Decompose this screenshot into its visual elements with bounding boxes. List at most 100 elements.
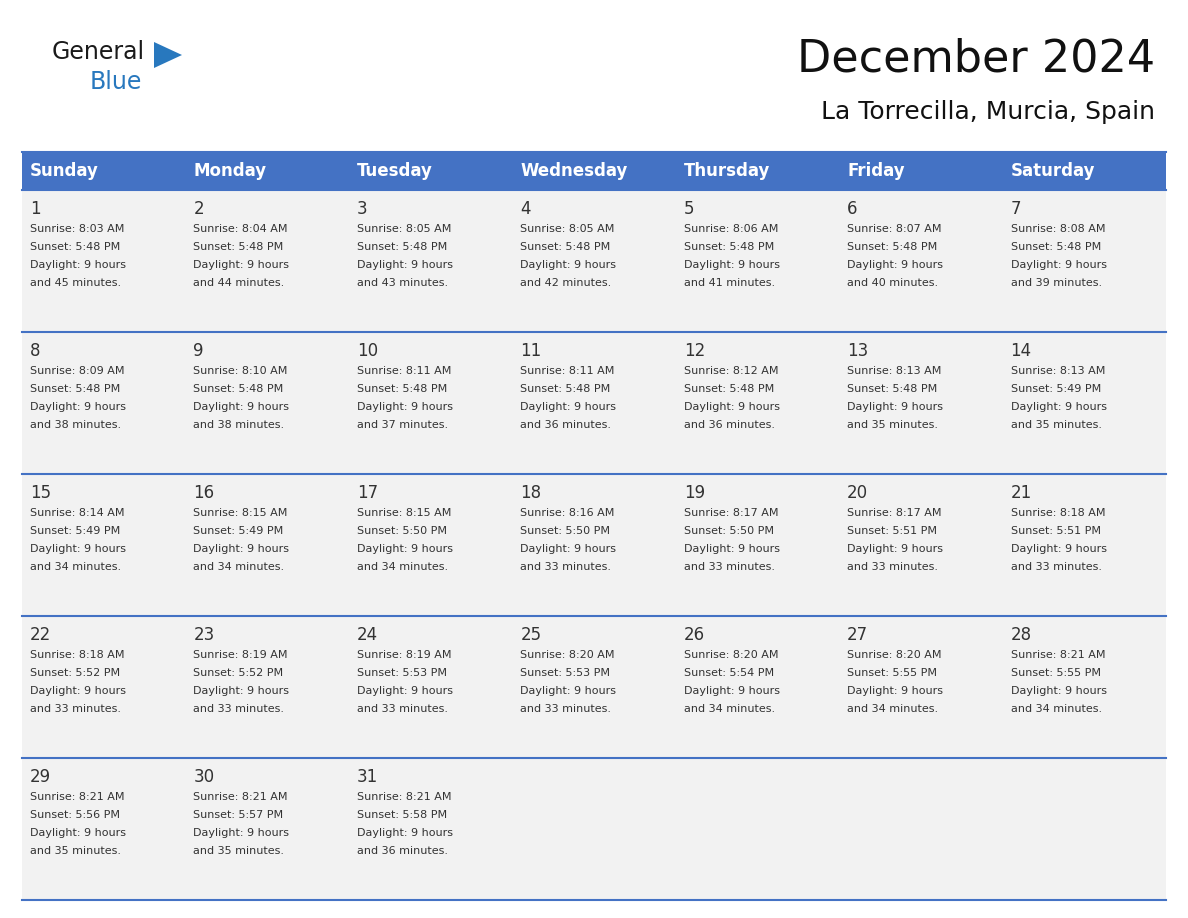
Text: 16: 16	[194, 484, 215, 502]
Text: Sunset: 5:48 PM: Sunset: 5:48 PM	[194, 242, 284, 252]
Text: Sunset: 5:52 PM: Sunset: 5:52 PM	[30, 668, 120, 678]
Text: Daylight: 9 hours: Daylight: 9 hours	[356, 828, 453, 838]
Text: and 34 minutes.: and 34 minutes.	[1011, 704, 1101, 714]
Text: Daylight: 9 hours: Daylight: 9 hours	[194, 260, 290, 270]
Text: Daylight: 9 hours: Daylight: 9 hours	[1011, 402, 1106, 412]
Text: 22: 22	[30, 626, 51, 644]
Text: Friday: Friday	[847, 162, 905, 180]
Text: 2: 2	[194, 200, 204, 218]
Text: and 33 minutes.: and 33 minutes.	[1011, 562, 1101, 572]
Text: and 33 minutes.: and 33 minutes.	[30, 704, 121, 714]
Text: and 34 minutes.: and 34 minutes.	[356, 562, 448, 572]
Text: 23: 23	[194, 626, 215, 644]
Text: Sunrise: 8:21 AM: Sunrise: 8:21 AM	[356, 792, 451, 802]
Text: 14: 14	[1011, 342, 1031, 360]
Text: Sunrise: 8:21 AM: Sunrise: 8:21 AM	[194, 792, 287, 802]
Text: 5: 5	[684, 200, 694, 218]
Text: and 33 minutes.: and 33 minutes.	[520, 562, 612, 572]
Text: Daylight: 9 hours: Daylight: 9 hours	[684, 260, 779, 270]
Text: Sunrise: 8:12 AM: Sunrise: 8:12 AM	[684, 366, 778, 376]
Text: and 42 minutes.: and 42 minutes.	[520, 278, 612, 288]
Text: Sunset: 5:49 PM: Sunset: 5:49 PM	[30, 526, 120, 536]
Text: General: General	[52, 40, 145, 64]
Text: 7: 7	[1011, 200, 1020, 218]
Text: Sunrise: 8:05 AM: Sunrise: 8:05 AM	[356, 224, 451, 234]
Text: 31: 31	[356, 768, 378, 786]
Text: Daylight: 9 hours: Daylight: 9 hours	[520, 544, 617, 554]
Bar	[676, 152, 839, 190]
Text: and 43 minutes.: and 43 minutes.	[356, 278, 448, 288]
Text: and 45 minutes.: and 45 minutes.	[30, 278, 121, 288]
Text: 25: 25	[520, 626, 542, 644]
Text: Daylight: 9 hours: Daylight: 9 hours	[847, 544, 943, 554]
Text: Daylight: 9 hours: Daylight: 9 hours	[194, 402, 290, 412]
Text: and 41 minutes.: and 41 minutes.	[684, 278, 775, 288]
Text: Sunrise: 8:16 AM: Sunrise: 8:16 AM	[520, 508, 614, 518]
Text: Sunrise: 8:20 AM: Sunrise: 8:20 AM	[684, 650, 778, 660]
Bar	[23, 332, 1165, 474]
Text: December 2024: December 2024	[797, 38, 1155, 81]
Bar	[23, 474, 1165, 616]
Text: Sunset: 5:49 PM: Sunset: 5:49 PM	[194, 526, 284, 536]
Text: Sunrise: 8:09 AM: Sunrise: 8:09 AM	[30, 366, 125, 376]
Text: Sunset: 5:48 PM: Sunset: 5:48 PM	[684, 384, 773, 394]
Text: 10: 10	[356, 342, 378, 360]
Text: 12: 12	[684, 342, 704, 360]
Text: Daylight: 9 hours: Daylight: 9 hours	[356, 544, 453, 554]
Text: and 40 minutes.: and 40 minutes.	[847, 278, 939, 288]
Text: and 33 minutes.: and 33 minutes.	[194, 704, 284, 714]
Text: Daylight: 9 hours: Daylight: 9 hours	[30, 544, 126, 554]
Text: Tuesday: Tuesday	[356, 162, 432, 180]
Text: 30: 30	[194, 768, 215, 786]
Text: Sunset: 5:51 PM: Sunset: 5:51 PM	[847, 526, 937, 536]
Polygon shape	[154, 42, 182, 68]
Text: and 37 minutes.: and 37 minutes.	[356, 420, 448, 430]
Text: 24: 24	[356, 626, 378, 644]
Text: Sunrise: 8:03 AM: Sunrise: 8:03 AM	[30, 224, 125, 234]
Text: Sunset: 5:53 PM: Sunset: 5:53 PM	[520, 668, 611, 678]
Text: Sunrise: 8:11 AM: Sunrise: 8:11 AM	[356, 366, 451, 376]
Bar	[185, 152, 349, 190]
Text: and 35 minutes.: and 35 minutes.	[30, 846, 121, 856]
Bar	[23, 152, 185, 190]
Text: and 34 minutes.: and 34 minutes.	[30, 562, 121, 572]
Text: Sunrise: 8:21 AM: Sunrise: 8:21 AM	[30, 792, 125, 802]
Text: 29: 29	[30, 768, 51, 786]
Text: Sunset: 5:48 PM: Sunset: 5:48 PM	[30, 242, 120, 252]
Text: 4: 4	[520, 200, 531, 218]
Text: Daylight: 9 hours: Daylight: 9 hours	[194, 828, 290, 838]
Text: 9: 9	[194, 342, 204, 360]
Bar	[1003, 152, 1165, 190]
Text: Sunrise: 8:06 AM: Sunrise: 8:06 AM	[684, 224, 778, 234]
Text: Sunset: 5:49 PM: Sunset: 5:49 PM	[1011, 384, 1101, 394]
Text: and 33 minutes.: and 33 minutes.	[847, 562, 939, 572]
Text: Sunset: 5:48 PM: Sunset: 5:48 PM	[847, 384, 937, 394]
Text: and 38 minutes.: and 38 minutes.	[194, 420, 285, 430]
Bar	[23, 616, 1165, 758]
Text: 28: 28	[1011, 626, 1031, 644]
Text: Daylight: 9 hours: Daylight: 9 hours	[520, 260, 617, 270]
Text: Sunset: 5:48 PM: Sunset: 5:48 PM	[356, 384, 447, 394]
Text: Daylight: 9 hours: Daylight: 9 hours	[520, 686, 617, 696]
Text: Sunrise: 8:13 AM: Sunrise: 8:13 AM	[1011, 366, 1105, 376]
Text: 13: 13	[847, 342, 868, 360]
Text: Sunset: 5:48 PM: Sunset: 5:48 PM	[1011, 242, 1101, 252]
Text: Daylight: 9 hours: Daylight: 9 hours	[684, 402, 779, 412]
Text: Sunset: 5:48 PM: Sunset: 5:48 PM	[30, 384, 120, 394]
Text: Sunrise: 8:05 AM: Sunrise: 8:05 AM	[520, 224, 614, 234]
Text: 1: 1	[30, 200, 40, 218]
Text: and 44 minutes.: and 44 minutes.	[194, 278, 285, 288]
Text: Daylight: 9 hours: Daylight: 9 hours	[684, 686, 779, 696]
Text: Daylight: 9 hours: Daylight: 9 hours	[1011, 686, 1106, 696]
Text: and 34 minutes.: and 34 minutes.	[684, 704, 775, 714]
Text: Daylight: 9 hours: Daylight: 9 hours	[194, 686, 290, 696]
Text: Daylight: 9 hours: Daylight: 9 hours	[30, 260, 126, 270]
Text: Monday: Monday	[194, 162, 266, 180]
Text: Sunrise: 8:17 AM: Sunrise: 8:17 AM	[847, 508, 942, 518]
Text: Sunset: 5:54 PM: Sunset: 5:54 PM	[684, 668, 773, 678]
Text: Sunset: 5:48 PM: Sunset: 5:48 PM	[356, 242, 447, 252]
Text: Daylight: 9 hours: Daylight: 9 hours	[194, 544, 290, 554]
Text: Sunset: 5:48 PM: Sunset: 5:48 PM	[520, 384, 611, 394]
Text: Sunset: 5:48 PM: Sunset: 5:48 PM	[520, 242, 611, 252]
Text: Sunrise: 8:14 AM: Sunrise: 8:14 AM	[30, 508, 125, 518]
